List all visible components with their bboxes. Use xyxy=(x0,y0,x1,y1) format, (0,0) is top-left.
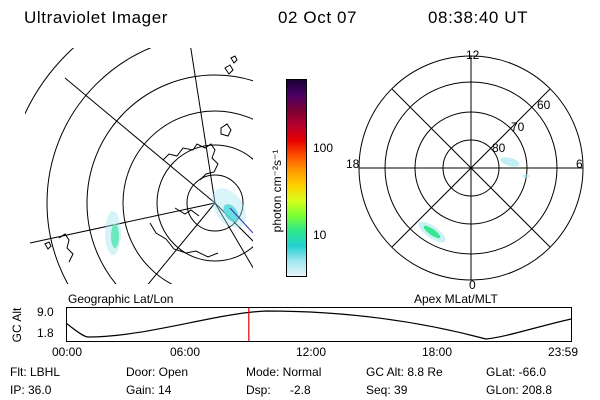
ip-status: IP: 36.0 xyxy=(10,383,52,397)
geo-panel-label: Geographic Lat/Lon xyxy=(68,292,174,306)
dsp-label: Dsp: xyxy=(246,383,271,397)
gc-alt-status: GC Alt: 8.8 Re xyxy=(366,365,443,379)
mlat-label-60: 60 xyxy=(537,98,551,112)
time-tick-2359: 23:59 xyxy=(548,345,579,359)
altitude-strip xyxy=(66,307,572,342)
altitude-tick-high: 9.0 xyxy=(37,305,54,319)
altitude-tick-low: 1.8 xyxy=(37,326,54,340)
colorbar-tick-10: 10 xyxy=(313,228,327,242)
gain-status: Gain: 14 xyxy=(126,383,172,397)
dsp-value: -2.8 xyxy=(290,383,311,397)
mlat-label-70: 70 xyxy=(511,120,525,134)
colorbar xyxy=(286,79,307,277)
altitude-ylabel: GC Alt xyxy=(10,307,24,343)
time-tick-1800: 18:00 xyxy=(422,345,453,359)
apex-polar-plot xyxy=(358,55,584,281)
colorbar-unit-label: photon cm⁻²s⁻¹ xyxy=(270,149,284,233)
mode-status: Mode: Normal xyxy=(246,365,322,379)
glat-status: GLat: -66.0 xyxy=(486,365,547,379)
door-status: Door: Open xyxy=(126,365,189,379)
filter-status: Flt: LBHL xyxy=(10,365,61,379)
time-tick-0600: 06:00 xyxy=(170,345,201,359)
mlt-label-18: 18 xyxy=(346,157,360,171)
mlt-label-0: 0 xyxy=(469,278,476,292)
time-tick-1200: 12:00 xyxy=(296,345,327,359)
mlt-label-6: 6 xyxy=(576,157,583,171)
seq-status: Seq: 39 xyxy=(366,383,408,397)
date-label: 02 Oct 07 xyxy=(278,8,358,27)
app-title: Ultraviolet Imager xyxy=(24,8,169,27)
geographic-map xyxy=(25,48,253,284)
colorbar-tick-100: 100 xyxy=(313,141,334,155)
mlat-label-80: 80 xyxy=(492,141,506,155)
time-tick-0000: 00:00 xyxy=(52,345,83,359)
glon-status: GLon: 208.8 xyxy=(486,383,553,397)
apex-panel-label: Apex MLat/MLT xyxy=(414,292,498,306)
mlt-label-12: 12 xyxy=(466,48,480,62)
colorbar-gradient xyxy=(287,80,306,276)
time-label: 08:38:40 UT xyxy=(428,8,529,27)
